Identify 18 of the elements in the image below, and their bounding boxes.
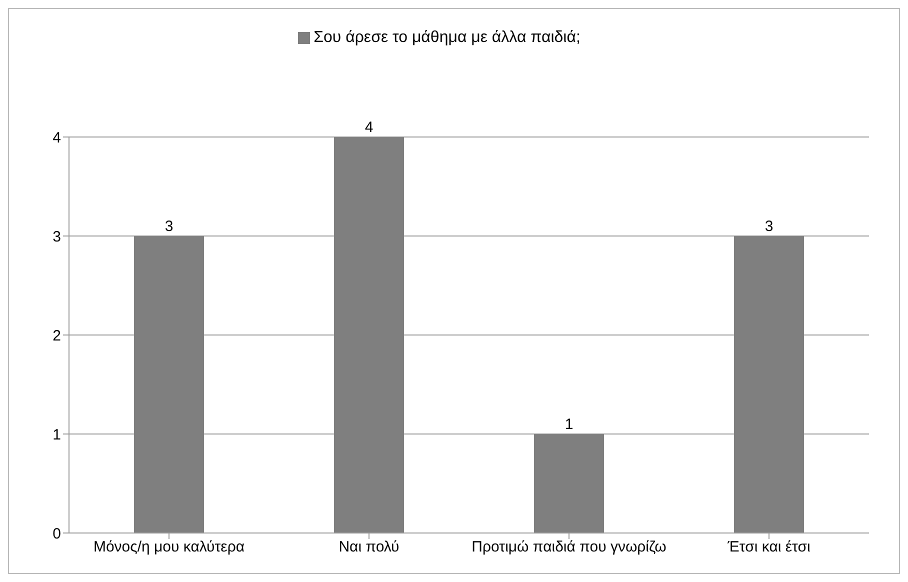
data-label: 4 — [364, 119, 374, 136]
x-tick-label: Έτσι και έτσι — [726, 538, 810, 556]
x-tick-label: Μόνος/η μου καλύτερα — [93, 538, 245, 556]
x-tick-label: Προτιμώ παιδιά που γνωρίζω — [472, 538, 667, 556]
y-tick-label: 4 — [52, 129, 61, 146]
bar — [134, 236, 204, 533]
data-label: 3 — [764, 218, 774, 235]
y-tick-label: 2 — [52, 327, 61, 344]
y-tick-label: 1 — [52, 426, 61, 444]
legend-label: Σου άρεσε το μάθημα με άλλα παιδιά; — [314, 29, 580, 46]
bar — [334, 137, 404, 533]
data-label: 3 — [164, 218, 174, 235]
x-tick-label: Ναι πολύ — [338, 538, 400, 556]
bar — [534, 434, 604, 533]
y-tick-label: 3 — [52, 228, 61, 246]
y-tick-label: 0 — [52, 525, 61, 542]
data-label: 1 — [564, 416, 574, 433]
bar — [734, 236, 804, 533]
